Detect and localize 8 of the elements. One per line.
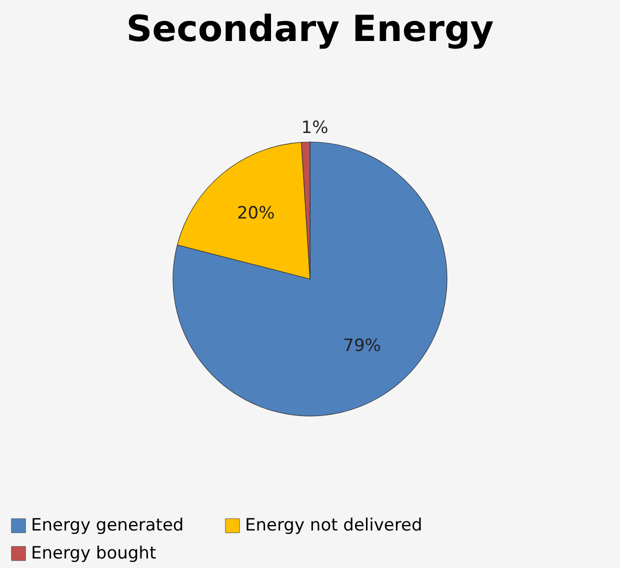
legend-label: Energy generated: [31, 516, 184, 536]
legend-label: Energy bought: [31, 544, 156, 564]
data-label: 79%: [343, 336, 381, 356]
pie-slice: [172, 142, 448, 416]
data-label: 1%: [301, 118, 328, 138]
legend-label: Energy not delivered: [245, 516, 422, 536]
chart-title: Secondary Energy: [126, 9, 494, 50]
data-label: 20%: [236, 204, 275, 224]
